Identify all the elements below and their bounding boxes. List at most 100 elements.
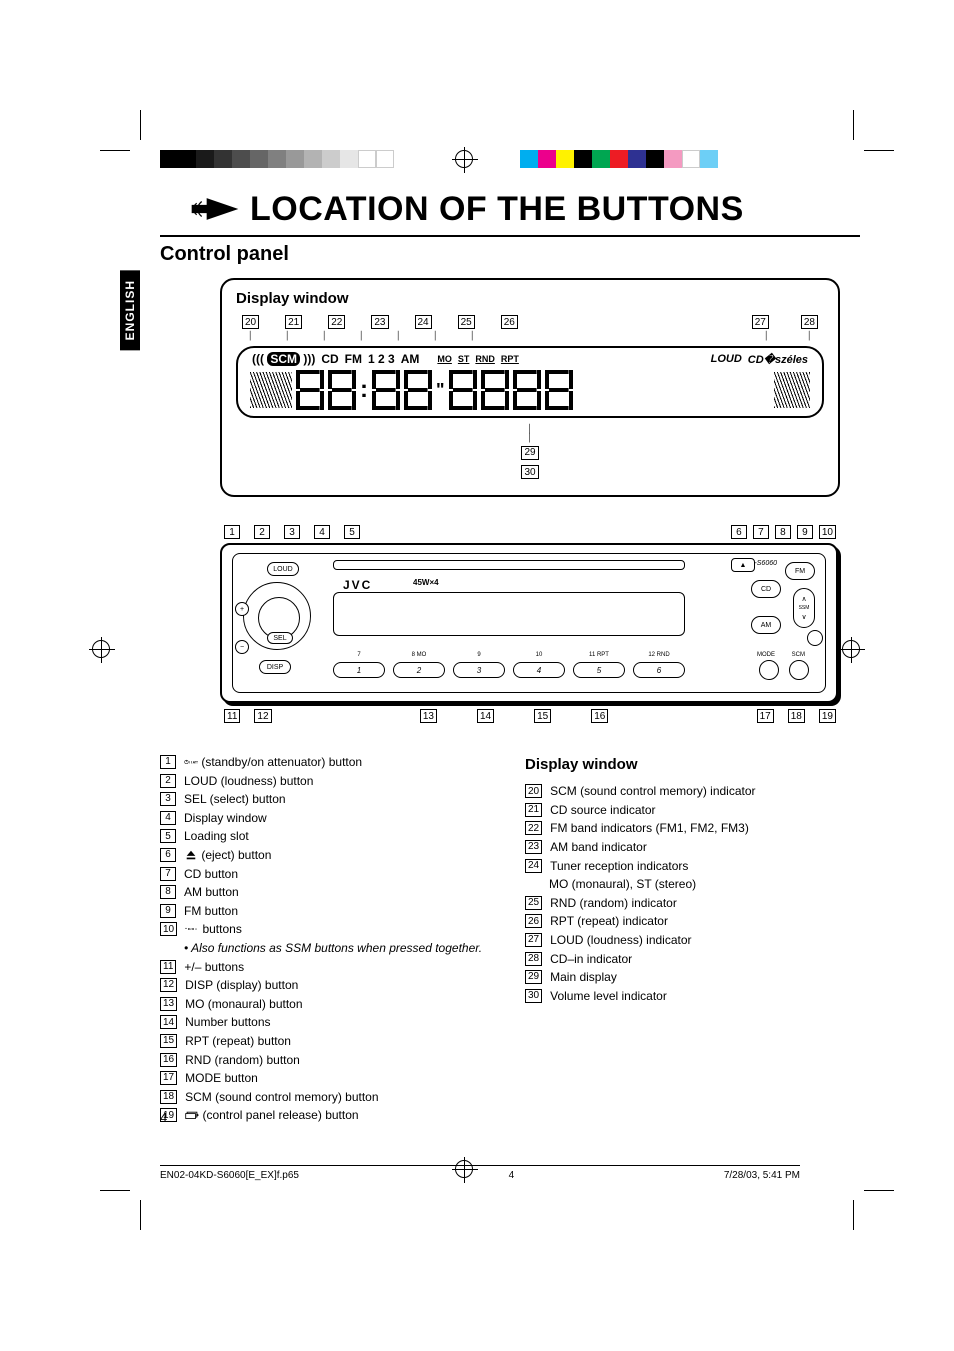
legend-text: FM band indicators (FM1, FM2, FM3): [550, 819, 860, 838]
legend-item: 26RPT (repeat) indicator: [525, 912, 860, 931]
legend-item: 3SEL (select) button: [160, 790, 495, 809]
callout-number: 11: [224, 709, 240, 723]
legend-item: 29 Main display: [525, 968, 860, 987]
legend-text: Volume level indicator: [550, 987, 860, 1006]
power-att-icon: / I ATT: [184, 755, 198, 769]
legend-item: 24Tuner reception indicators: [525, 857, 860, 876]
plus-button: +: [235, 602, 249, 616]
callout-number: 26: [525, 914, 542, 928]
legend-text: (eject) button: [184, 846, 495, 865]
footer-date: 7/28/03, 5:41 PM: [724, 1170, 800, 1181]
callout-number: 20: [242, 315, 259, 329]
brand-label: JVC: [343, 578, 372, 592]
registration-mark: [92, 640, 110, 658]
preset-label: 8 MO: [393, 652, 445, 658]
registration-mark: [455, 150, 473, 168]
legend-text: AM band indicator: [550, 838, 860, 857]
segment-digit: [545, 370, 573, 410]
scm-button: [789, 660, 809, 680]
preset-label: 10: [513, 652, 565, 658]
eject-button: ▲: [731, 558, 755, 572]
legend-right-column: Display window 20SCM (sound control memo…: [525, 753, 860, 1125]
legend-text: Loading slot: [184, 827, 495, 846]
eject-icon: [184, 848, 198, 862]
fm-indicator: FM: [345, 352, 362, 366]
preset-button: 4: [513, 662, 565, 678]
segment-digit: [513, 370, 541, 410]
callout-number: 30: [521, 465, 538, 479]
callout-number: 28: [801, 315, 818, 329]
callout-number: 5: [344, 525, 360, 539]
preset-label: 9: [453, 652, 505, 658]
callout-number: 27: [525, 933, 542, 947]
display-window-diagram: Display window 20212223242526 2728 │││││…: [220, 278, 840, 497]
callout-number: 8: [775, 525, 791, 539]
callout-number: 22: [525, 821, 542, 835]
preset-buttons: 1 2 3 4 5 6: [333, 660, 685, 680]
fm-num-indicator: 1 2 3: [368, 352, 395, 366]
legend-item: 16RND (random) button: [160, 1051, 495, 1070]
legend-text: MO (monaural) button: [185, 995, 495, 1014]
preset-button: 6: [633, 662, 685, 678]
svg-text:/ I ATT: / I ATT: [189, 760, 198, 764]
footer-file: EN02-04KD-S6060[E_EX]f.p65: [160, 1170, 299, 1181]
legend-text: / I ATT (standby/on attenuator) button: [184, 753, 495, 772]
page-number: 4: [160, 1110, 167, 1125]
callout-number: 27: [752, 315, 769, 329]
callout-number: 29: [525, 970, 542, 984]
callout-number: 22: [328, 315, 345, 329]
callout-number: 4: [160, 811, 176, 825]
release-icon: [185, 1108, 199, 1122]
callout-number: 10: [160, 922, 177, 936]
footer-page: 4: [509, 1170, 515, 1181]
radio-diagram: 12345 678910 LOUD SEL DISP + − JVC 45W×4: [220, 525, 840, 723]
legend-item: 9FM button: [160, 902, 495, 921]
legend-text: RND (random) button: [185, 1051, 495, 1070]
legend-text: (control panel release) button: [185, 1106, 495, 1125]
legend-text: LOUD (loudness) button: [184, 772, 495, 791]
legend-text: Tuner reception indicators: [550, 857, 860, 876]
legend-text: DISP (display) button: [185, 976, 495, 995]
legend-text: CD source indicator: [550, 801, 860, 820]
callout-number: 8: [160, 885, 176, 899]
legend-item: 19 (control panel release) button: [160, 1106, 495, 1125]
preset-button: 1: [333, 662, 385, 678]
callout-number: 14: [477, 709, 494, 723]
scm-indicator: ((( SCM ))): [252, 352, 315, 366]
callout-number: 2: [254, 525, 270, 539]
fm-button: FM: [785, 562, 815, 580]
callout-number: 4: [314, 525, 330, 539]
radio-face: LOUD SEL DISP + − JVC 45W×4 7 8 MO 9 10 …: [220, 543, 838, 703]
subtitle: Control panel: [160, 243, 860, 266]
callout-number: 13: [160, 997, 177, 1011]
legend-text: RND (random) indicator: [550, 894, 860, 913]
rpt-indicator: RPT: [501, 354, 519, 364]
mo-indicator: MO: [437, 354, 452, 364]
legend-subline: MO (monaural), ST (stereo): [525, 875, 860, 894]
callout-number: 18: [160, 1090, 177, 1104]
callout-number: 30: [525, 989, 542, 1003]
callout-number: 25: [525, 896, 542, 910]
callout-number: 10: [819, 525, 836, 539]
legend-text: Number buttons: [185, 1013, 495, 1032]
display-bottom-callouts: ││ 29 30: [236, 424, 824, 481]
color-bar-left: [160, 150, 394, 168]
preset-label: 12 RND: [633, 652, 685, 658]
callout-number: 18: [788, 709, 805, 723]
legend-text: LOUD (loudness) indicator: [550, 931, 860, 950]
callout-number: 23: [525, 840, 542, 854]
legend-text: Main display: [550, 968, 860, 987]
segment-digit: [328, 370, 356, 410]
callout-number: 2: [160, 774, 176, 788]
loading-slot: [333, 560, 685, 570]
legend-text: SCM (sound control memory) button: [185, 1088, 495, 1107]
legend-item: 4Display window: [160, 809, 495, 828]
legend-item: 20SCM (sound control memory) indicator: [525, 782, 860, 801]
legend-item: 11+/– buttons: [160, 958, 495, 977]
callout-number: 28: [525, 952, 542, 966]
callout-number: 19: [819, 709, 836, 723]
am-indicator: AM: [401, 352, 420, 366]
title-rule: [160, 235, 860, 237]
callout-number: 7: [753, 525, 769, 539]
cdin-indicator: CD�széles: [748, 353, 808, 366]
